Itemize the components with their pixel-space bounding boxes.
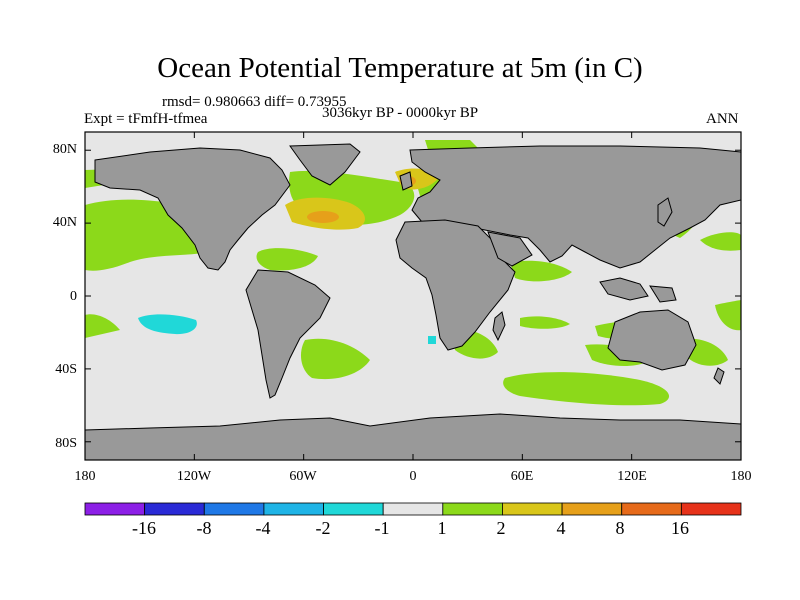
colorbar-swatch [323, 502, 384, 516]
colorbar-swatch [561, 502, 623, 516]
colorbar-swatch [144, 502, 205, 516]
period-label: 3036kyr BP - 0000kyr BP [322, 105, 479, 121]
season-label: ANN [706, 111, 739, 127]
colorbar-label: -16 [132, 518, 156, 538]
colorbar-label: -2 [316, 518, 331, 538]
colorbar [84, 502, 742, 516]
lon-label-120e: 120E [617, 469, 647, 484]
lon-label-180e: 180 [731, 469, 752, 484]
lon-label-180w: 180 [75, 469, 96, 484]
lat-label-80s: 80S [55, 436, 77, 451]
latitude-axis: 80N 40N 0 40S 80S [53, 142, 77, 451]
land-masses [85, 143, 741, 460]
axis-ticks [84, 132, 742, 460]
colorbar-swatch [382, 502, 444, 516]
lon-label-120w: 120W [177, 469, 212, 484]
colorbar-label: 16 [671, 518, 689, 538]
colorbar-swatch [84, 502, 146, 516]
colorbar-label: 1 [438, 518, 447, 538]
lon-label-60w: 60W [289, 469, 317, 484]
longitude-axis: 180 120W 60W 0 60E 120E 180 [75, 469, 752, 484]
plot-title: Ocean Potential Temperature at 5m (in C) [157, 52, 643, 84]
colorbar-label: 2 [497, 518, 506, 538]
colorbar-label: -8 [197, 518, 212, 538]
colorbar-swatch [203, 502, 265, 516]
colorbar-swatch [680, 502, 742, 516]
lat-label-80n: 80N [53, 142, 77, 157]
lat-label-0: 0 [70, 289, 77, 304]
stats-label: rmsd= 0.980663 diff= 0.73955 [162, 94, 347, 110]
colorbar-label: 4 [557, 518, 566, 538]
lon-label-0: 0 [410, 469, 417, 484]
colorbar-swatch [621, 502, 682, 516]
colorbar-label: 8 [616, 518, 625, 538]
colorbar-swatch [502, 502, 563, 516]
lon-label-60e: 60E [511, 469, 534, 484]
colorbar-swatch [263, 502, 324, 516]
lat-label-40n: 40N [53, 215, 77, 230]
experiment-label: Expt = tFmfH-tfmea [84, 111, 208, 127]
lat-label-40s: 40S [55, 362, 77, 377]
map-panel [85, 132, 741, 460]
colorbar-label: -1 [375, 518, 390, 538]
colorbar-swatch [442, 502, 503, 516]
colorbar-label: -4 [256, 518, 271, 538]
colorbar-labels: -16 -8 -4 -2 -1 1 2 4 8 16 [132, 518, 689, 538]
